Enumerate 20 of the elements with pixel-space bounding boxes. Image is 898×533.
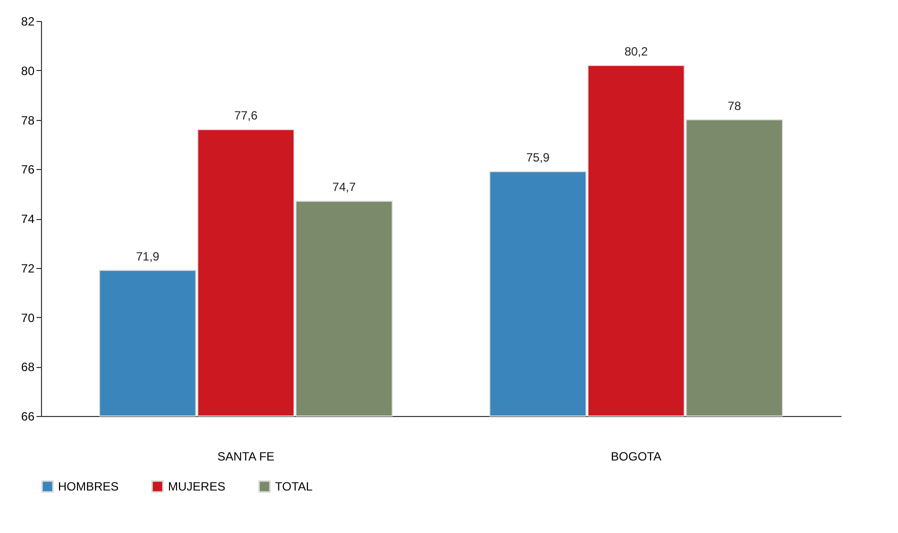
data-label: 71,9 [136, 249, 160, 264]
y-tick-label: 78 [21, 113, 35, 128]
legend-label: HOMBRES [58, 480, 119, 494]
y-tick-label: 82 [21, 14, 35, 28]
data-label: 75,9 [526, 150, 550, 165]
y-tick-label: 76 [21, 162, 35, 177]
x-tick-label: BOGOTA [610, 450, 662, 464]
data-label: 78 [728, 98, 742, 113]
y-tick-label: 74 [21, 212, 35, 226]
y-tick-label: 68 [21, 360, 35, 374]
y-tick-label: 66 [21, 410, 35, 424]
data-label: 80,2 [624, 44, 648, 58]
legend-label: TOTAL [275, 480, 313, 494]
y-tick-label: 70 [21, 310, 35, 325]
x-tick-label: SANTA FE [217, 450, 274, 464]
legend-label: MUJERES [168, 480, 226, 494]
y-tick-label: 72 [21, 261, 35, 276]
y-tick-label: 80 [21, 64, 35, 78]
data-label: 74,7 [332, 180, 356, 194]
data-label: 77,6 [234, 108, 258, 123]
